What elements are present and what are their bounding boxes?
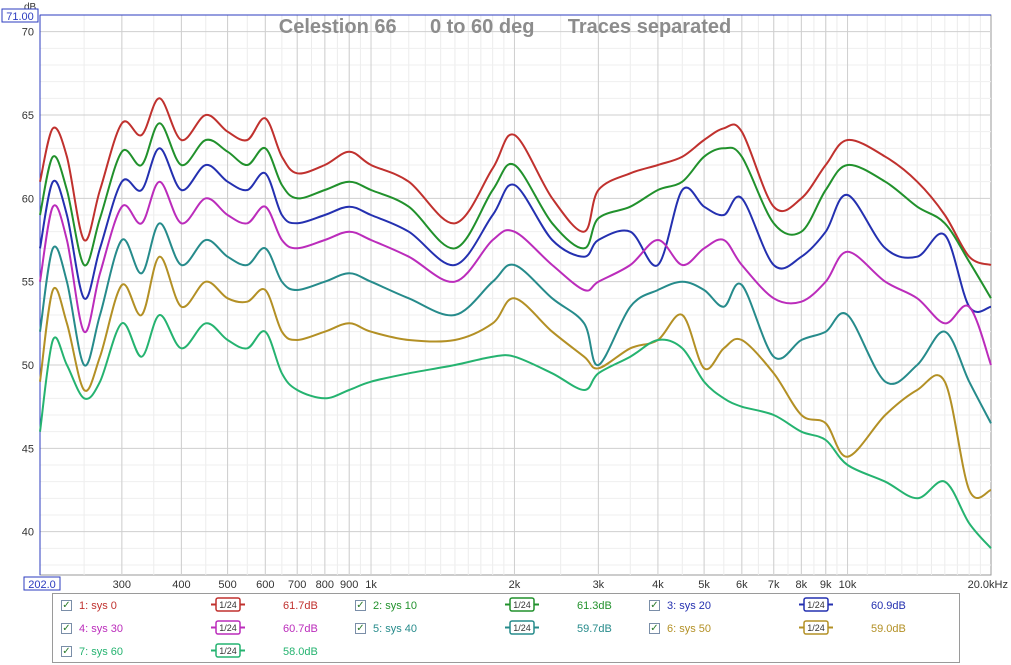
legend-item: ✓ 5: sys 40 1/24 59.7dB — [355, 619, 645, 639]
x-tick-label: 5k — [698, 579, 710, 591]
legend-smoothing-icon[interactable]: 1/24 — [211, 597, 245, 612]
x-tick-label: 800 — [316, 579, 334, 591]
x-tick-label: 9k — [820, 579, 832, 591]
series-line-5 — [39, 222, 992, 424]
legend-trace-value: 61.7dB — [283, 600, 318, 612]
legend-item: ✓ 4: sys 30 1/24 60.7dB — [61, 619, 351, 639]
x-tick-label: 3k — [593, 579, 605, 591]
y-tick-label: 50 — [22, 360, 34, 372]
legend-checkbox[interactable]: ✓ — [61, 600, 72, 611]
x-left-readout-box — [23, 576, 61, 591]
legend-trace-name: 1: sys 0 — [79, 600, 117, 612]
legend-smoothing-label: 1/24 — [807, 600, 825, 610]
y-tick-label: 65 — [22, 110, 34, 122]
x-tick-label: 1k — [365, 579, 377, 591]
legend-smoothing-icon[interactable]: 1/24 — [505, 597, 539, 612]
legend-item: ✓ 1: sys 0 1/24 61.7dB — [61, 596, 351, 616]
y-top-readout-box — [1, 8, 39, 23]
x-unit-label: 20.0kHz — [968, 579, 1008, 591]
x-tick-label: 8k — [796, 579, 808, 591]
legend-trace-name: 2: sys 10 — [373, 600, 418, 612]
y-tick-label: 55 — [22, 277, 34, 289]
x-tick-label: 300 — [113, 579, 131, 591]
series-line-7 — [39, 314, 992, 549]
legend-smoothing-icon[interactable]: 1/24 — [799, 597, 833, 612]
x-tick-label: 500 — [218, 579, 236, 591]
legend-trace-value: 60.9dB — [871, 600, 906, 612]
x-left-readout: 202.0 — [28, 579, 56, 591]
legend-smoothing-label: 1/24 — [807, 623, 825, 633]
legend-item: ✓ 7: sys 60 1/24 58.0dB — [61, 642, 351, 662]
x-tick-label: 2k — [509, 579, 521, 591]
legend-smoothing-label: 1/24 — [219, 623, 237, 633]
legend-checkbox[interactable]: ✓ — [649, 623, 660, 634]
y-top-readout: 71.00 — [6, 11, 34, 23]
legend-trace-value: 58.0dB — [283, 646, 318, 658]
y-tick-label: 70 — [22, 27, 34, 39]
series-line-1 — [39, 97, 992, 266]
legend-trace-value: 59.7dB — [577, 623, 612, 635]
legend-smoothing-icon[interactable]: 1/24 — [211, 620, 245, 635]
legend-smoothing-label: 1/24 — [219, 646, 237, 656]
series-line-2 — [39, 122, 992, 299]
legend-smoothing-icon[interactable]: 1/24 — [799, 620, 833, 635]
legend-trace-name: 7: sys 60 — [79, 646, 124, 658]
x-tick-label: 7k — [768, 579, 780, 591]
legend-trace-name: 3: sys 20 — [667, 600, 712, 612]
legend-checkbox[interactable]: ✓ — [61, 623, 72, 634]
y-tick-label: 60 — [22, 193, 34, 205]
legend-panel: ✓ 1: sys 0 1/24 61.7dB ✓ 2: sys 10 1/24 61.3dB ✓… — [52, 593, 960, 663]
legend-checkbox[interactable]: ✓ — [355, 600, 366, 611]
legend-smoothing-icon[interactable]: 1/24 — [211, 643, 245, 658]
legend-trace-name: 4: sys 30 — [79, 623, 124, 635]
legend-checkbox[interactable]: ✓ — [61, 646, 72, 657]
legend-checkbox[interactable]: ✓ — [649, 600, 660, 611]
legend-smoothing-label: 1/24 — [513, 623, 531, 633]
legend-smoothing-label: 1/24 — [513, 600, 531, 610]
y-unit-label: dB — [24, 2, 37, 13]
legend-item: ✓ 6: sys 50 1/24 59.0dB — [649, 619, 939, 639]
plot-area — [39, 14, 992, 576]
series-line-3 — [39, 147, 992, 313]
series-line-6 — [39, 255, 992, 499]
x-tick-label: 400 — [172, 579, 190, 591]
legend-trace-value: 59.0dB — [871, 623, 906, 635]
legend-checkbox[interactable]: ✓ — [355, 623, 366, 634]
frequency-response-chart: 40 45 50 55 60 65 70 300 400 500 600 700 800 900 1k 2k 3… — [1, 2, 1008, 591]
x-tick-label: 600 — [256, 579, 274, 591]
legend-item: ✓ 2: sys 10 1/24 61.3dB — [355, 596, 645, 616]
legend-trace-value: 61.3dB — [577, 600, 612, 612]
legend-item: ✓ 3: sys 20 1/24 60.9dB — [649, 596, 939, 616]
y-tick-label: 45 — [22, 443, 34, 455]
legend-smoothing-label: 1/24 — [219, 600, 237, 610]
x-tick-label: 10k — [839, 579, 857, 591]
x-tick-label: 6k — [736, 579, 748, 591]
legend-smoothing-icon[interactable]: 1/24 — [505, 620, 539, 635]
x-tick-label: 900 — [340, 579, 358, 591]
series-line-4 — [39, 180, 992, 366]
legend-trace-name: 6: sys 50 — [667, 623, 712, 635]
x-tick-label: 700 — [288, 579, 306, 591]
chart-title: Celestion 66 0 to 60 deg Traces separate… — [279, 16, 731, 38]
y-tick-label: 40 — [22, 527, 34, 539]
legend-trace-name: 5: sys 40 — [373, 623, 418, 635]
x-tick-label: 4k — [652, 579, 664, 591]
legend-trace-value: 60.7dB — [283, 623, 318, 635]
